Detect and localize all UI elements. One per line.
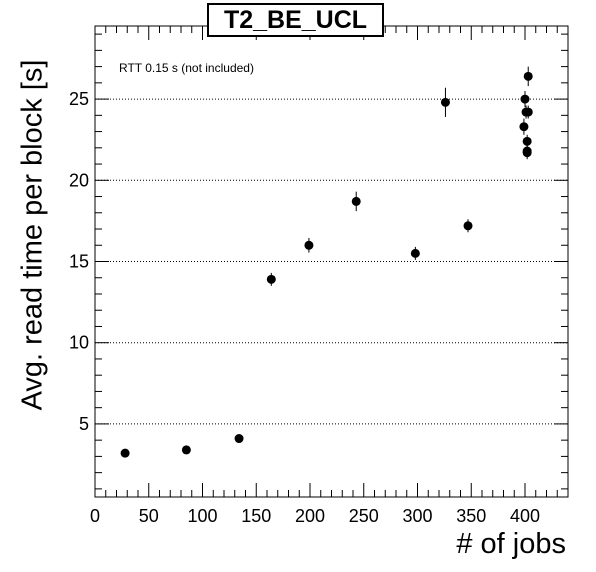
y-axis-label: Avg. read time per block [s] (16, 59, 49, 411)
data-point (266, 274, 276, 284)
data-points (120, 66, 533, 458)
x-tick-label: 400 (510, 506, 540, 526)
data-point (120, 448, 130, 458)
x-tick-label: 200 (295, 506, 325, 526)
chart-annotation: RTT 0.15 s (not included) (119, 61, 254, 75)
y-tick-label: 25 (69, 89, 89, 109)
data-point (519, 122, 529, 132)
x-tick-label: 250 (349, 506, 379, 526)
x-tick-label: 350 (456, 506, 486, 526)
data-point (523, 71, 533, 81)
data-point (522, 136, 532, 146)
grid-lines (95, 98, 568, 425)
data-point (181, 445, 191, 455)
x-tick-label: 100 (187, 506, 217, 526)
data-point (304, 240, 314, 250)
data-point (523, 107, 533, 117)
x-axis-label: # of jobs (456, 528, 566, 560)
y-tick-label: 10 (69, 333, 89, 353)
data-point (234, 434, 244, 444)
x-tick-label: 50 (139, 506, 159, 526)
x-tick-label: 0 (90, 506, 100, 526)
x-tick-label: 150 (241, 506, 271, 526)
axis-ticks (94, 26, 569, 497)
x-tick-label: 300 (402, 506, 432, 526)
chart-title: T2_BE_UCL (207, 3, 384, 37)
y-tick-label: 20 (69, 170, 89, 190)
y-tick-label: 5 (79, 414, 89, 434)
data-point (520, 94, 530, 104)
y-tick-label: 15 (69, 252, 89, 272)
data-point (351, 196, 361, 206)
data-point (440, 97, 450, 107)
data-point (522, 148, 532, 158)
data-point (410, 248, 420, 258)
data-point (463, 221, 473, 231)
